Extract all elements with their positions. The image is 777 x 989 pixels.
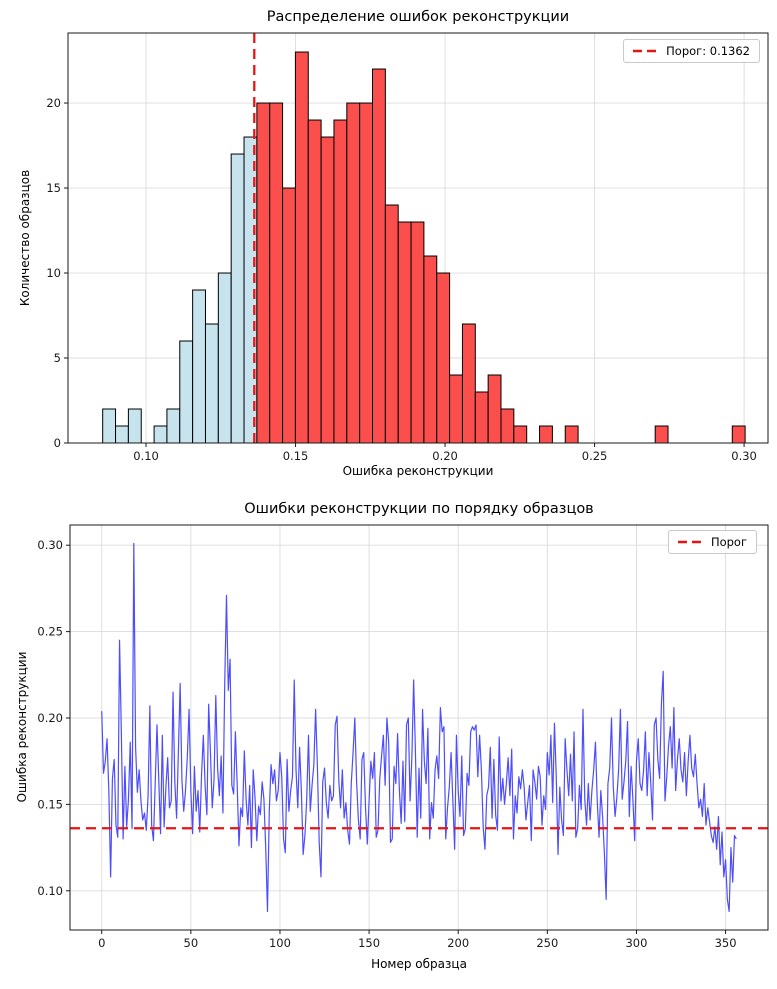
svg-text:0.20: 0.20 [37,711,63,725]
threshold-dash-icon [633,49,658,53]
svg-text:100: 100 [269,936,291,950]
svg-text:250: 250 [536,936,558,950]
histogram-legend-label: Порог: 0.1362 [666,44,750,58]
svg-text:0.10: 0.10 [133,449,159,463]
svg-text:0.10: 0.10 [37,884,63,898]
svg-text:0.30: 0.30 [731,449,757,463]
svg-text:0.25: 0.25 [582,449,608,463]
histogram-legend: Порог: 0.1362 [623,39,760,63]
svg-text:50: 50 [184,936,199,950]
line-ylabel: Ошибка реконструкции [15,651,29,803]
threshold-dash-icon [677,540,702,544]
svg-text:0.30: 0.30 [37,538,63,552]
line-xlabel: Номер образца [371,957,467,971]
svg-text:5: 5 [54,351,61,365]
histogram-title: Распределение ошибок реконструкции [266,9,570,25]
svg-text:200: 200 [447,936,469,950]
svg-text:0: 0 [54,436,61,450]
histogram-xlabel: Ошибка реконструкции [342,464,494,478]
histogram-ylabel: Количество образцов [18,169,32,307]
svg-text:0.20: 0.20 [432,449,458,463]
svg-text:0.15: 0.15 [283,449,309,463]
svg-text:300: 300 [625,936,647,950]
svg-text:10: 10 [46,266,61,280]
svg-text:15: 15 [46,181,61,195]
svg-text:0: 0 [98,936,105,950]
svg-text:0.15: 0.15 [37,797,63,811]
svg-text:150: 150 [358,936,380,950]
line-legend: Порог [667,530,757,554]
line-legend-label: Порог [710,535,747,549]
line-title: Ошибки реконструкции по порядку образцов [244,501,594,517]
svg-text:350: 350 [715,936,737,950]
svg-text:0.25: 0.25 [37,625,63,639]
svg-text:20: 20 [46,96,61,110]
